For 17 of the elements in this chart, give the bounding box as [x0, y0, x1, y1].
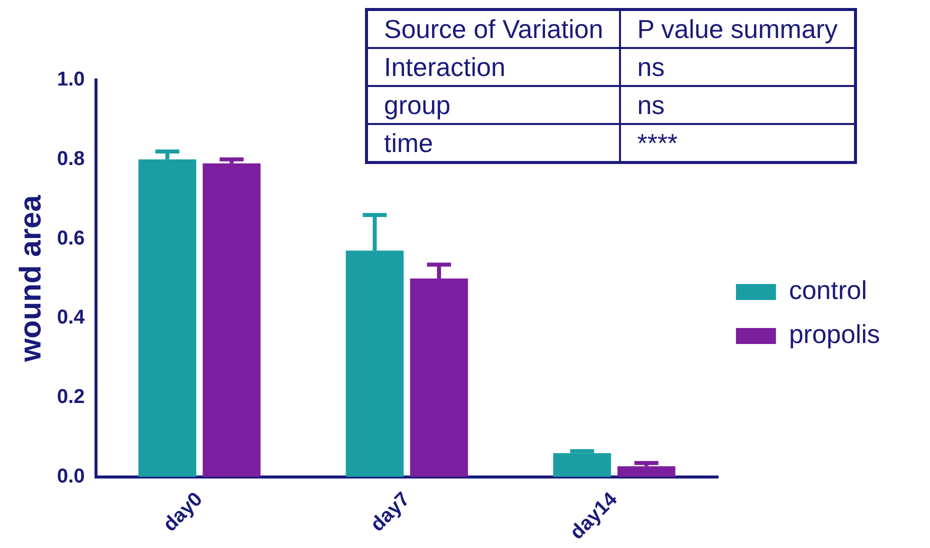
y-tick-label: 0.0 [56, 465, 85, 488]
y-tick-label: 1.0 [56, 68, 85, 91]
y-tick-label: 0.2 [56, 386, 85, 408]
annotation: ns [620, 48, 856, 86]
y-tick-label: 0.6 [56, 227, 85, 250]
source-note: Source of Variation [366, 10, 620, 48]
y-tick-label: 0.4 [56, 306, 86, 329]
annotation: group [366, 86, 620, 124]
y-axis-title: wound area [14, 194, 48, 363]
annotation: ns [620, 86, 856, 124]
y-tick-label: 0.8 [56, 148, 85, 170]
legend-label: propolis [788, 319, 880, 350]
annotation: Interaction [366, 48, 620, 86]
legend-label: control [788, 275, 867, 306]
annotation: time [366, 124, 620, 162]
text: P value summary [620, 10, 856, 48]
annotation: **** [620, 124, 856, 162]
